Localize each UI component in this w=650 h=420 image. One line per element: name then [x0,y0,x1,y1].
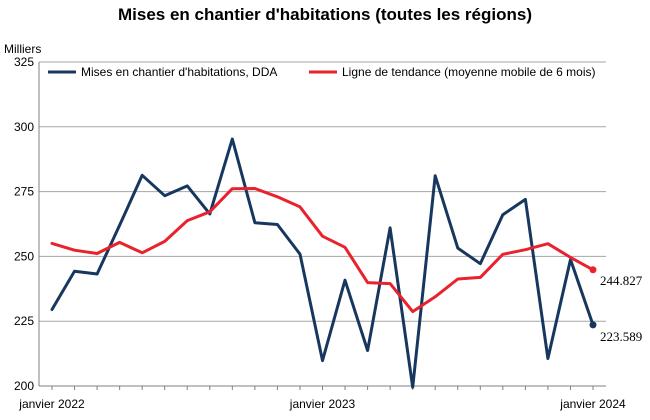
data-point-series-1 [589,266,597,274]
x-tick-label: janvier 2023 [289,397,356,411]
y-tick-label-225: 225 [14,314,34,328]
y-tick-label-250: 250 [14,249,34,263]
x-tick-label: janvier 2024 [559,397,626,411]
y-tick-label-325: 325 [14,55,34,69]
end-value-label-series-1: 244.827 [600,273,643,288]
x-tick-label: janvier 2022 [18,397,85,411]
y-tick-label-300: 300 [14,120,34,134]
legend-label-0: Mises en chantier d'habitations, DDA [81,65,277,79]
legend-label-1: Ligne de tendance (moyenne mobile de 6 m… [342,65,596,79]
axes: 200 225 250 275 300 325 janvier 2022 janvier 20… [14,55,626,411]
data-point-series-0 [589,321,597,329]
end-value-label-series-0: 223.589 [600,329,642,344]
y-axis-unit-label: Milliers [4,42,42,56]
series-lines: 223.589 244.827 [50,137,643,389]
series-line-0 [50,137,595,389]
legend: Mises en chantier d'habitations, DDA Lign… [48,65,596,79]
gridlines [39,61,606,387]
y-tick-label-200: 200 [14,379,34,393]
chart-title: Mises en chantier d'habitations (toutes … [117,5,532,24]
y-tick-label-275: 275 [14,185,34,199]
series-line-1 [50,187,595,314]
